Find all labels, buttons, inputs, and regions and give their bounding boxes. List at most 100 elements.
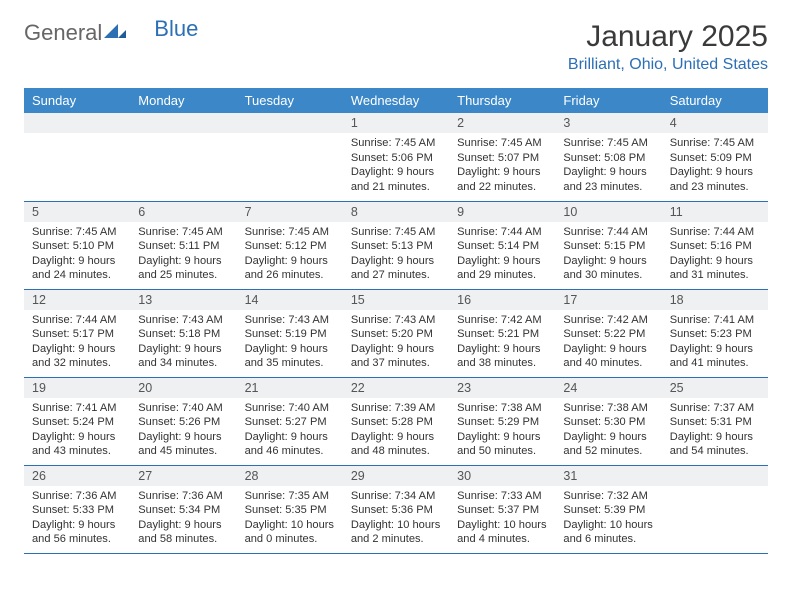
logo-icon xyxy=(104,20,126,46)
calendar-cell: 29Sunrise: 7:34 AMSunset: 5:36 PMDayligh… xyxy=(343,465,449,553)
day-number xyxy=(130,113,236,133)
calendar-cell: 20Sunrise: 7:40 AMSunset: 5:26 PMDayligh… xyxy=(130,377,236,465)
calendar-cell: 13Sunrise: 7:43 AMSunset: 5:18 PMDayligh… xyxy=(130,289,236,377)
day-info: Sunrise: 7:39 AMSunset: 5:28 PMDaylight:… xyxy=(343,398,449,465)
logo-text-blue: Blue xyxy=(154,16,198,42)
day-number: 18 xyxy=(662,290,768,310)
calendar-cell xyxy=(237,113,343,201)
day-info: Sunrise: 7:41 AMSunset: 5:24 PMDaylight:… xyxy=(24,398,130,465)
day-number: 4 xyxy=(662,113,768,133)
calendar-cell: 16Sunrise: 7:42 AMSunset: 5:21 PMDayligh… xyxy=(449,289,555,377)
calendar-cell: 5Sunrise: 7:45 AMSunset: 5:10 PMDaylight… xyxy=(24,201,130,289)
calendar-cell: 14Sunrise: 7:43 AMSunset: 5:19 PMDayligh… xyxy=(237,289,343,377)
day-info: Sunrise: 7:38 AMSunset: 5:29 PMDaylight:… xyxy=(449,398,555,465)
day-number: 15 xyxy=(343,290,449,310)
calendar-cell: 7Sunrise: 7:45 AMSunset: 5:12 PMDaylight… xyxy=(237,201,343,289)
day-info: Sunrise: 7:45 AMSunset: 5:10 PMDaylight:… xyxy=(24,222,130,289)
day-info xyxy=(130,133,236,201)
calendar-week-row: 19Sunrise: 7:41 AMSunset: 5:24 PMDayligh… xyxy=(24,377,768,465)
day-info: Sunrise: 7:44 AMSunset: 5:16 PMDaylight:… xyxy=(662,222,768,289)
day-number xyxy=(662,466,768,486)
title-block: January 2025 Brilliant, Ohio, United Sta… xyxy=(568,20,768,74)
calendar-cell: 6Sunrise: 7:45 AMSunset: 5:11 PMDaylight… xyxy=(130,201,236,289)
day-info: Sunrise: 7:37 AMSunset: 5:31 PMDaylight:… xyxy=(662,398,768,465)
day-number: 8 xyxy=(343,202,449,222)
day-info: Sunrise: 7:45 AMSunset: 5:06 PMDaylight:… xyxy=(343,133,449,201)
day-info: Sunrise: 7:41 AMSunset: 5:23 PMDaylight:… xyxy=(662,310,768,377)
calendar-cell: 30Sunrise: 7:33 AMSunset: 5:37 PMDayligh… xyxy=(449,465,555,553)
day-info: Sunrise: 7:40 AMSunset: 5:26 PMDaylight:… xyxy=(130,398,236,465)
day-number: 5 xyxy=(24,202,130,222)
weekday-header: Tuesday xyxy=(237,88,343,113)
day-number: 14 xyxy=(237,290,343,310)
day-number xyxy=(237,113,343,133)
day-number: 1 xyxy=(343,113,449,133)
day-number: 9 xyxy=(449,202,555,222)
weekday-header: Monday xyxy=(130,88,236,113)
day-info: Sunrise: 7:38 AMSunset: 5:30 PMDaylight:… xyxy=(555,398,661,465)
day-info: Sunrise: 7:42 AMSunset: 5:22 PMDaylight:… xyxy=(555,310,661,377)
calendar-cell: 22Sunrise: 7:39 AMSunset: 5:28 PMDayligh… xyxy=(343,377,449,465)
day-number: 28 xyxy=(237,466,343,486)
calendar-cell: 9Sunrise: 7:44 AMSunset: 5:14 PMDaylight… xyxy=(449,201,555,289)
day-info: Sunrise: 7:45 AMSunset: 5:07 PMDaylight:… xyxy=(449,133,555,201)
day-info: Sunrise: 7:45 AMSunset: 5:12 PMDaylight:… xyxy=(237,222,343,289)
logo: General Blue xyxy=(24,20,198,46)
calendar-cell: 18Sunrise: 7:41 AMSunset: 5:23 PMDayligh… xyxy=(662,289,768,377)
day-number: 2 xyxy=(449,113,555,133)
calendar-week-row: 1Sunrise: 7:45 AMSunset: 5:06 PMDaylight… xyxy=(24,113,768,201)
day-info xyxy=(237,133,343,201)
header: General Blue January 2025 Brilliant, Ohi… xyxy=(24,20,768,74)
day-number: 16 xyxy=(449,290,555,310)
day-number: 10 xyxy=(555,202,661,222)
calendar-cell: 31Sunrise: 7:32 AMSunset: 5:39 PMDayligh… xyxy=(555,465,661,553)
calendar-cell: 2Sunrise: 7:45 AMSunset: 5:07 PMDaylight… xyxy=(449,113,555,201)
calendar-cell: 3Sunrise: 7:45 AMSunset: 5:08 PMDaylight… xyxy=(555,113,661,201)
day-info: Sunrise: 7:43 AMSunset: 5:20 PMDaylight:… xyxy=(343,310,449,377)
calendar-cell xyxy=(130,113,236,201)
day-number: 20 xyxy=(130,378,236,398)
day-number: 30 xyxy=(449,466,555,486)
day-info: Sunrise: 7:34 AMSunset: 5:36 PMDaylight:… xyxy=(343,486,449,553)
day-info: Sunrise: 7:45 AMSunset: 5:11 PMDaylight:… xyxy=(130,222,236,289)
day-number: 7 xyxy=(237,202,343,222)
day-number: 24 xyxy=(555,378,661,398)
day-info: Sunrise: 7:44 AMSunset: 5:15 PMDaylight:… xyxy=(555,222,661,289)
day-info: Sunrise: 7:40 AMSunset: 5:27 PMDaylight:… xyxy=(237,398,343,465)
calendar-cell: 23Sunrise: 7:38 AMSunset: 5:29 PMDayligh… xyxy=(449,377,555,465)
day-number: 19 xyxy=(24,378,130,398)
calendar-cell: 4Sunrise: 7:45 AMSunset: 5:09 PMDaylight… xyxy=(662,113,768,201)
day-number: 6 xyxy=(130,202,236,222)
calendar-week-row: 5Sunrise: 7:45 AMSunset: 5:10 PMDaylight… xyxy=(24,201,768,289)
calendar-cell: 10Sunrise: 7:44 AMSunset: 5:15 PMDayligh… xyxy=(555,201,661,289)
day-info: Sunrise: 7:44 AMSunset: 5:17 PMDaylight:… xyxy=(24,310,130,377)
day-info: Sunrise: 7:43 AMSunset: 5:18 PMDaylight:… xyxy=(130,310,236,377)
calendar-week-row: 26Sunrise: 7:36 AMSunset: 5:33 PMDayligh… xyxy=(24,465,768,553)
day-number: 31 xyxy=(555,466,661,486)
weekday-header: Saturday xyxy=(662,88,768,113)
day-info xyxy=(662,486,768,553)
calendar-cell xyxy=(24,113,130,201)
day-number: 17 xyxy=(555,290,661,310)
day-number: 13 xyxy=(130,290,236,310)
weekday-header: Friday xyxy=(555,88,661,113)
calendar-cell xyxy=(662,465,768,553)
day-number: 3 xyxy=(555,113,661,133)
day-info: Sunrise: 7:43 AMSunset: 5:19 PMDaylight:… xyxy=(237,310,343,377)
day-number: 21 xyxy=(237,378,343,398)
calendar-cell: 28Sunrise: 7:35 AMSunset: 5:35 PMDayligh… xyxy=(237,465,343,553)
calendar-cell: 12Sunrise: 7:44 AMSunset: 5:17 PMDayligh… xyxy=(24,289,130,377)
calendar-cell: 26Sunrise: 7:36 AMSunset: 5:33 PMDayligh… xyxy=(24,465,130,553)
day-info: Sunrise: 7:35 AMSunset: 5:35 PMDaylight:… xyxy=(237,486,343,553)
weekday-header: Thursday xyxy=(449,88,555,113)
day-info: Sunrise: 7:42 AMSunset: 5:21 PMDaylight:… xyxy=(449,310,555,377)
day-info xyxy=(24,133,130,201)
day-number: 29 xyxy=(343,466,449,486)
weekday-header-row: SundayMondayTuesdayWednesdayThursdayFrid… xyxy=(24,88,768,113)
day-info: Sunrise: 7:45 AMSunset: 5:08 PMDaylight:… xyxy=(555,133,661,201)
calendar-cell: 21Sunrise: 7:40 AMSunset: 5:27 PMDayligh… xyxy=(237,377,343,465)
day-number: 22 xyxy=(343,378,449,398)
day-info: Sunrise: 7:36 AMSunset: 5:33 PMDaylight:… xyxy=(24,486,130,553)
day-number: 27 xyxy=(130,466,236,486)
day-info: Sunrise: 7:44 AMSunset: 5:14 PMDaylight:… xyxy=(449,222,555,289)
